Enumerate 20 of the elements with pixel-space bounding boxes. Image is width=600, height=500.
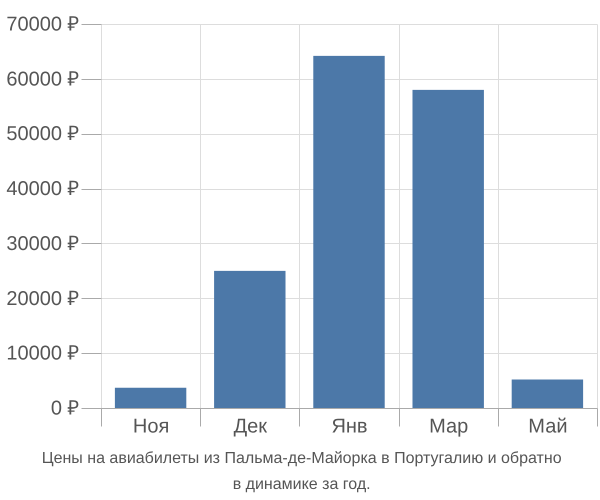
text: в динамике за год.: [232, 476, 371, 493]
x-tick-label: Ноя: [132, 416, 170, 438]
bar: [313, 56, 385, 408]
bar: [114, 388, 186, 408]
text: Цены на авиабилеты из Пальма-де-Майорка в Португалию и обратно: [42, 450, 562, 467]
y-tick-label: 10000 ₽: [6, 342, 80, 365]
y-tick-label: 50000 ₽: [6, 123, 80, 146]
y-tick-label: 0 ₽: [50, 398, 80, 420]
x-tick-label: Мар: [429, 416, 468, 438]
bar: [214, 270, 286, 408]
y-tick-label: 20000 ₽: [6, 288, 80, 310]
x-tick-label: Дек: [234, 416, 268, 438]
y-tick-label: 60000 ₽: [6, 68, 80, 90]
x-tick-label: Май: [528, 416, 568, 438]
x-tick-label: Янв: [331, 416, 368, 438]
bar: [412, 90, 484, 408]
y-tick-label: 30000 ₽: [6, 232, 80, 255]
bar: [512, 379, 584, 408]
y-tick-label: 70000 ₽: [6, 14, 80, 36]
y-tick-label: 40000 ₽: [6, 178, 80, 200]
